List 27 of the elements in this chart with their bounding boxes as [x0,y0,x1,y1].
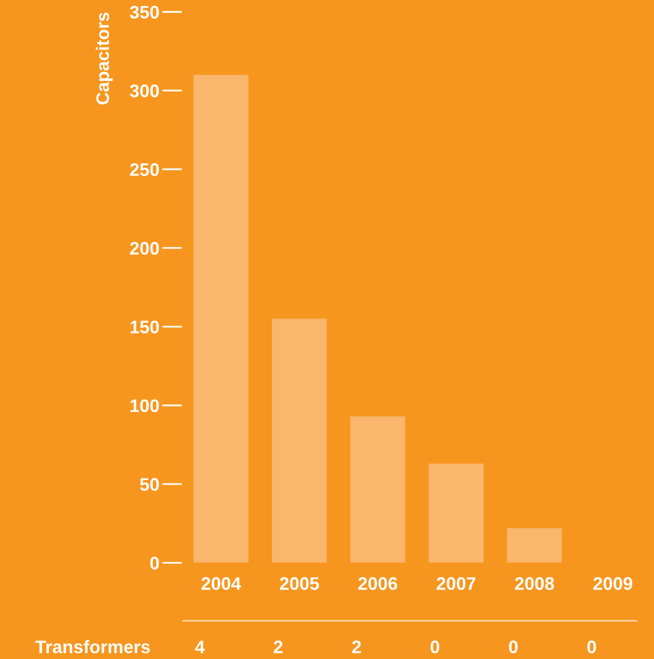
y-tick-label: 50 [140,478,159,491]
bar [507,528,562,563]
x-tick-label: 2005 [280,577,319,590]
bar [194,74,248,563]
y-tick-label: 100 [130,399,159,412]
x-tick-label: 2009 [593,577,632,590]
x-tick-label: 2008 [515,577,554,590]
text: 2 [274,640,283,654]
y-tick-label: 0 [150,556,159,570]
text: 0 [509,640,518,654]
y-axis-title: Capacitors [96,12,113,104]
text: 0 [430,640,440,654]
bar [350,416,406,563]
bar [272,318,327,563]
x-tick-label: 2006 [358,577,398,590]
y-tick-label: 200 [130,242,159,255]
text: 4 [195,640,205,654]
y-tick-label: 250 [130,163,159,176]
text: Transformers [35,640,150,654]
y-tick-label: 150 [130,320,159,334]
text: 2 [352,640,361,654]
y-tick-label: 350 [130,6,159,19]
text: 0 [587,640,596,654]
x-tick-label: 2004 [202,577,241,590]
y-tick-label: 300 [130,84,159,98]
bar [428,464,484,563]
x-tick-label: 2007 [436,577,476,590]
